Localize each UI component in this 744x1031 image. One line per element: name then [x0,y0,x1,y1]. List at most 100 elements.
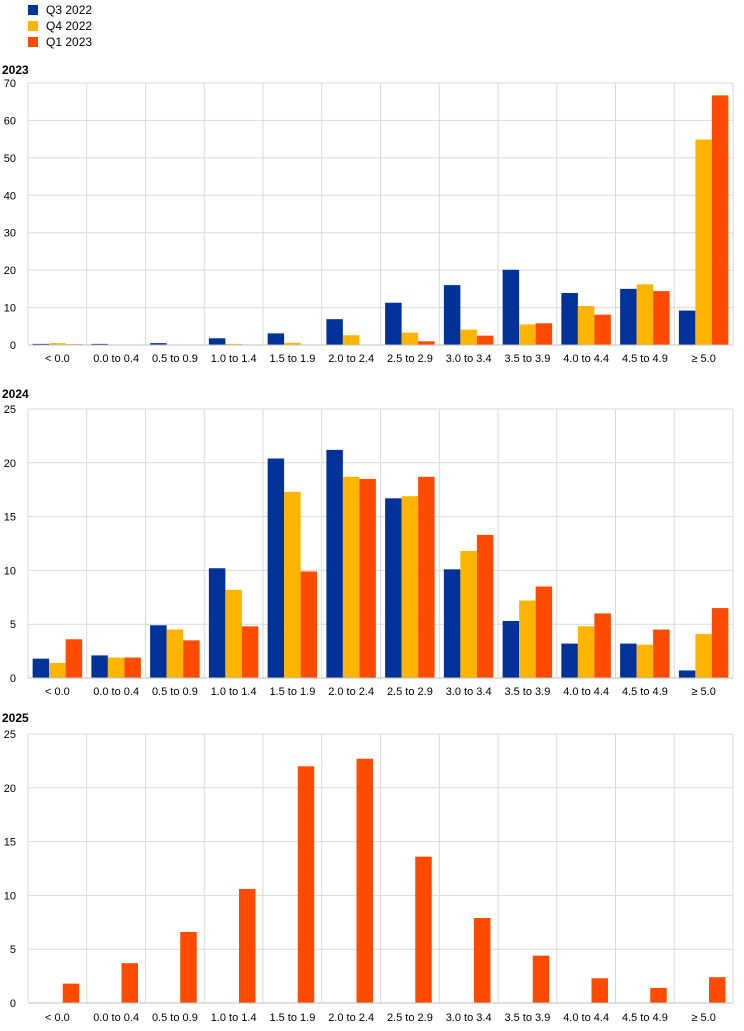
y-tick-label: 50 [4,153,16,165]
x-tick-label: 4.0 to 4.4 [563,1012,609,1024]
bar-q3-2022-4-5-to-4-9 [620,288,637,345]
bar-q1-2023-0-0-to-0-4 [124,657,141,678]
bar-q4-2022-5-0 [695,633,712,678]
bar-q4-2022-0-5-to-0-9 [166,629,184,678]
bar-q3-2022-3-5-to-3-9 [502,620,520,678]
y-tick-label: 40 [4,190,16,202]
legend-swatch-q4-2022 [28,21,38,31]
legend-swatch-q1-2023 [28,37,38,47]
x-tick-label: 1.0 to 1.4 [211,1012,257,1024]
x-tick-label: < 0.0 [45,353,70,365]
y-tick-label: 70 [4,78,16,90]
bar-q4-2022-0-0 [49,343,66,345]
bar-q4-2022-2-5-to-2-9 [401,496,419,678]
bar-q3-2022-4-0-to-4-4 [561,643,578,678]
bar-q1-2023-4-0-to-4-4 [594,613,611,678]
y-tick-label: 20 [4,783,16,795]
bar-q3-2022-5-0 [678,670,696,678]
bar-q4-2022-4-0-to-4-4 [577,306,595,345]
bar-q1-2023-5-0 [711,608,729,678]
bar-q1-2023-3-0-to-3-4 [474,917,491,1003]
bar-q3-2022-1-5-to-1-9 [267,333,285,345]
panel-title-2024: 2024 [2,387,29,401]
y-tick-label: 15 [4,837,16,849]
legend-item-q4-2022: Q4 2022 [28,18,92,34]
bar-q3-2022-3-5-to-3-9 [502,269,520,345]
bar-q3-2022-3-0-to-3-4 [443,285,461,345]
y-tick-label: 60 [4,115,16,127]
chart-legend: Q3 2022 Q4 2022 Q1 2023 [28,2,92,50]
bar-q4-2022-5-0 [695,139,712,345]
x-tick-label: 1.0 to 1.4 [211,686,257,698]
y-tick-label: 20 [4,458,16,470]
bar-q4-2022-1-0-to-1-4 [225,589,242,678]
bar-q4-2022-3-0-to-3-4 [460,329,477,345]
x-tick-label: 1.5 to 1.9 [269,1012,315,1024]
x-tick-label: 3.0 to 3.4 [446,1012,492,1024]
bar-q1-2023-5-0 [711,95,729,345]
x-tick-label: 1.5 to 1.9 [269,686,315,698]
bar-q3-2022-4-5-to-4-9 [620,643,637,678]
x-tick-label: 1.5 to 1.9 [269,353,315,365]
bar-q3-2022-1-0-to-1-4 [208,568,226,678]
x-tick-label: 0.5 to 0.9 [152,1012,198,1024]
x-tick-label: 0.0 to 0.4 [93,1012,139,1024]
legend-label-q4-2022: Q4 2022 [46,19,93,33]
x-tick-label: 3.5 to 3.9 [504,686,550,698]
y-tick-label: 25 [4,404,16,416]
bar-q1-2023-1-0-to-1-4 [239,888,256,1003]
bar-q3-2022-0-5-to-0-9 [150,343,167,345]
legend-swatch-q3-2022 [28,5,38,15]
bar-q3-2022-2-5-to-2-9 [385,498,402,678]
x-tick-label: 4.0 to 4.4 [563,353,609,365]
y-tick-label: 10 [4,303,16,315]
bar-q1-2023-4-5-to-4-9 [653,629,670,678]
x-tick-label: 3.0 to 3.4 [446,686,492,698]
bar-q1-2023-0-0 [62,983,80,1003]
x-tick-label: 2.5 to 2.9 [387,1012,433,1024]
x-tick-label: 2.0 to 2.4 [328,686,374,698]
x-tick-label: 0.0 to 0.4 [93,686,139,698]
bar-q3-2022-2-0-to-2-4 [326,449,343,678]
bar-q1-2023-4-5-to-4-9 [653,291,670,345]
legend-label-q1-2023: Q1 2023 [46,35,93,49]
bar-q3-2022-0-0 [32,658,50,678]
y-tick-label: 5 [10,619,16,631]
bar-q1-2023-0-5-to-0-9 [183,640,200,678]
bar-q1-2023-1-5-to-1-9 [300,571,318,678]
bar-q3-2022-4-0-to-4-4 [561,292,578,345]
bar-q1-2023-4-0-to-4-4 [591,978,608,1003]
bar-q1-2023-0-5-to-0-9 [180,931,197,1003]
bar-q4-2022-2-0-to-2-4 [342,335,360,345]
bar-q3-2022-0-0 [32,343,50,345]
bar-q1-2023-1-5-to-1-9 [297,766,315,1003]
bar-q3-2022-3-0-to-3-4 [443,569,461,678]
y-tick-label: 0 [10,998,16,1010]
bar-q4-2022-1-5-to-1-9 [284,491,301,678]
bar-q1-2023-3-0-to-3-4 [476,335,494,345]
x-tick-label: 3.5 to 3.9 [504,1012,550,1024]
bar-q1-2023-2-5-to-2-9 [415,856,432,1003]
bar-q1-2023-0-0 [65,639,83,678]
y-tick-label: 0 [10,340,16,352]
bar-q4-2022-1-0-to-1-4 [225,343,242,345]
bar-q1-2023-0-0-to-0-4 [121,963,138,1003]
bar-q4-2022-1-5-to-1-9 [284,342,301,345]
bar-q1-2023-4-5-to-4-9 [650,987,667,1003]
x-tick-label: 4.0 to 4.4 [563,686,609,698]
legend-label-q3-2022: Q3 2022 [46,3,93,17]
x-tick-label: 4.5 to 4.9 [622,1012,668,1024]
bar-q4-2022-4-0-to-4-4 [577,626,595,678]
bar-q3-2022-0-0-to-0-4 [91,343,108,345]
bar-q4-2022-2-5-to-2-9 [401,332,419,345]
x-tick-label: < 0.0 [45,1012,70,1024]
panel-title-2025: 2025 [2,711,29,725]
bar-q3-2022-5-0 [678,310,696,345]
bar-q1-2023-4-0-to-4-4 [594,314,611,345]
x-tick-label: 3.0 to 3.4 [446,353,492,365]
x-tick-label: 4.5 to 4.9 [622,353,668,365]
bar-q3-2022-2-5-to-2-9 [385,302,402,345]
y-tick-label: 10 [4,890,16,902]
x-tick-label: 0.0 to 0.4 [93,353,139,365]
bar-q4-2022-4-5-to-4-9 [636,644,654,678]
